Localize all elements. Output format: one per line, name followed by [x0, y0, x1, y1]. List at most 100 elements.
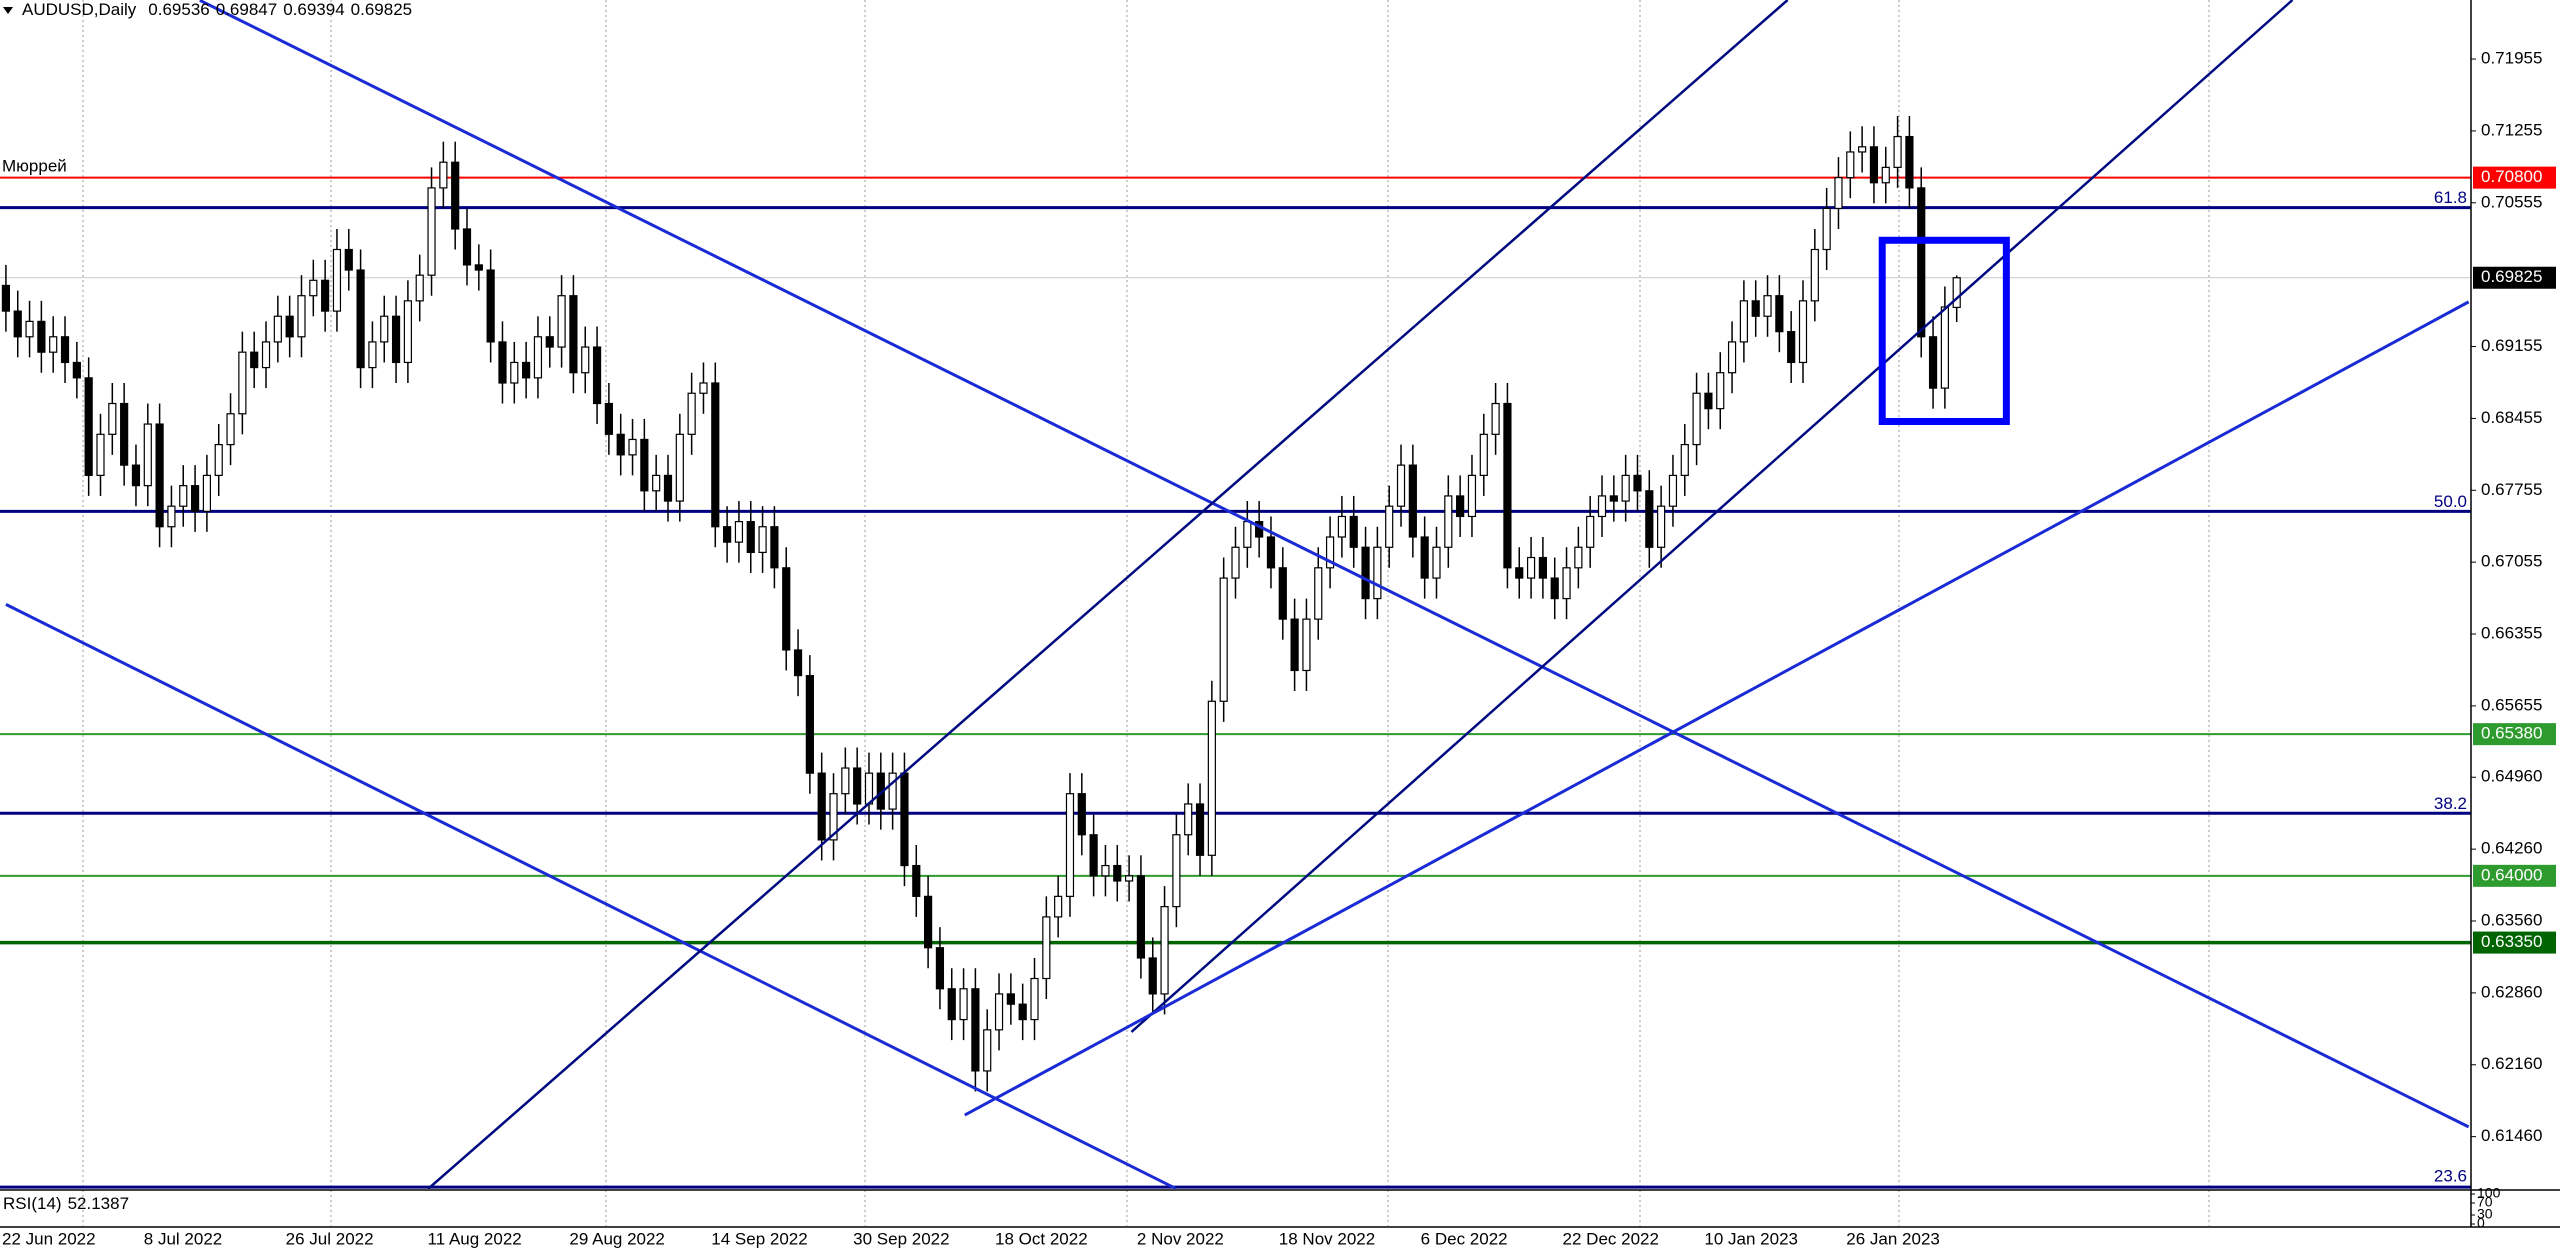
candle-body [734, 520, 744, 543]
candle-body [1633, 474, 1642, 492]
v-grid [82, 0, 2210, 1226]
candle-body [179, 485, 188, 507]
candle-body [474, 264, 483, 271]
candle-body [947, 988, 956, 1021]
rsi-name: RSI(14) [3, 1194, 62, 1213]
candle-body [805, 675, 814, 774]
candle-body [1325, 536, 1335, 569]
candle-body [994, 993, 1004, 1031]
candle-body [1763, 295, 1772, 317]
x-tick-label: 22 Jun 2022 [2, 1229, 96, 1248]
fib-label: 23.6 [2434, 1166, 2467, 1185]
x-tick-label: 10 Jan 2023 [1704, 1229, 1798, 1248]
highlight-box [1878, 236, 2010, 425]
candle-body [1739, 300, 1748, 343]
level-label: 0.70800 [2481, 167, 2542, 186]
candle-body [1231, 546, 1240, 579]
candle-body [1798, 300, 1808, 364]
x-tick-label: 2 Nov 2022 [1137, 1229, 1224, 1248]
candle-body [793, 649, 803, 677]
candle-body [640, 438, 649, 492]
candle-body [285, 315, 294, 338]
level-label: 0.65380 [2481, 724, 2542, 743]
candle-body [1266, 536, 1276, 569]
x-tick-label: 8 Jul 2022 [144, 1229, 222, 1248]
candle-body [1905, 135, 1914, 189]
x-tick-label: 18 Nov 2022 [1279, 1229, 1375, 1248]
candle-body [522, 361, 531, 379]
candle-body [1645, 490, 1654, 548]
candle-body [1810, 248, 1819, 302]
candle-body [439, 161, 448, 189]
candle-body [1101, 864, 1110, 877]
candle-body [711, 382, 720, 528]
candle-body [155, 423, 164, 528]
annotation: Мюррей [2, 156, 67, 175]
candle-body [60, 336, 70, 364]
candle-body [1314, 567, 1323, 620]
candle-body [1704, 392, 1713, 410]
candle-body [924, 895, 933, 949]
candle-body [1692, 392, 1701, 446]
candle-body [1952, 277, 1961, 309]
candle-body [687, 392, 696, 435]
chart-header: AUDUSD,Daily 0.69536 0.69847 0.69394 0.69825 [22, 0, 412, 19]
rsi-tick-label: 0 [2477, 1215, 2485, 1231]
candle-body [1716, 372, 1725, 410]
candle-body [1195, 803, 1205, 856]
candle-body [462, 228, 472, 266]
candle-body [1657, 505, 1666, 548]
candle-body [1503, 402, 1512, 569]
candle-body [1148, 957, 1157, 995]
candle-body [297, 295, 306, 338]
rsi-label: RSI(14) 52.1387 [3, 1194, 129, 1213]
candle-body [356, 269, 365, 369]
candle-body [1030, 977, 1039, 1021]
candle-body [84, 377, 93, 476]
header-high: 0.69847 [216, 0, 277, 19]
fib-label: 61.8 [2434, 188, 2467, 207]
x-tick-label: 14 Sep 2022 [711, 1229, 807, 1248]
candle-body [616, 433, 625, 456]
candle-body [1077, 793, 1086, 836]
rsi-value: 52.1387 [68, 1194, 129, 1213]
candle-body [758, 526, 767, 554]
candle-body [1385, 505, 1394, 548]
level-label-box [2473, 723, 2556, 746]
candle-body [1065, 793, 1075, 897]
candle-body [1479, 433, 1488, 476]
candle-body [675, 433, 684, 502]
fib-label: 38.2 [2434, 794, 2467, 813]
candle-body [1893, 135, 1902, 168]
candle-body [72, 361, 81, 379]
trend-line [1130, 0, 2294, 1033]
candle-body [1940, 306, 1949, 389]
candle-body [1775, 295, 1784, 333]
candle-body [427, 187, 436, 276]
candle-body [829, 793, 838, 841]
menu-triangle[interactable] [3, 7, 13, 14]
y-tick-label: 0.66355 [2481, 624, 2542, 643]
current-price-label: 0.69825 [2481, 267, 2542, 286]
candle-body [581, 346, 590, 374]
candle-body [782, 567, 791, 651]
candle-body [238, 351, 247, 415]
candle-body [1609, 495, 1618, 502]
candle-body [1822, 207, 1831, 251]
x-tick-label: 26 Jan 2023 [1846, 1229, 1940, 1248]
candle-body [13, 310, 22, 338]
trend-line [427, 0, 1789, 1189]
y-tick-label: 0.71955 [2481, 49, 2542, 68]
candle-body [309, 279, 318, 297]
candle-body [1219, 577, 1228, 702]
plot-area [0, 0, 2471, 1189]
y-tick-label: 0.70555 [2481, 192, 2542, 211]
candle-body [983, 1029, 992, 1072]
candle-body [1373, 546, 1382, 600]
candle-body [1006, 993, 1015, 1005]
candle-body [332, 248, 342, 312]
candle-body [37, 320, 46, 353]
candle-body [628, 438, 637, 456]
